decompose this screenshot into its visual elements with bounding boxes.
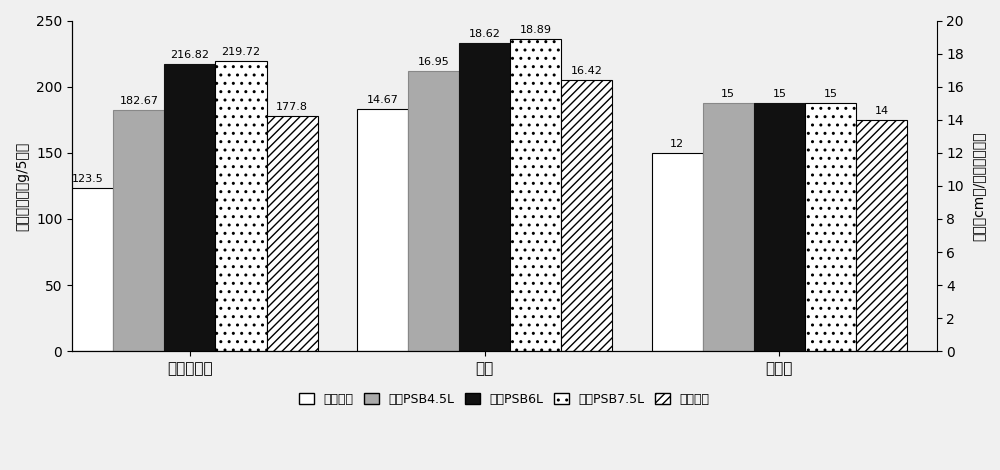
Bar	[652, 153, 703, 351]
Legend: 空白对照, 好氧PSB4.5L, 好氧PSB6L, 好氧PSB7.5L, 好氧出水: 空白对照, 好氧PSB4.5L, 好氧PSB6L, 好氧PSB7.5L, 好氧出…	[294, 388, 715, 411]
Text: 16.95: 16.95	[418, 57, 449, 67]
Text: 14.67: 14.67	[367, 94, 398, 105]
Bar	[703, 103, 754, 351]
Bar	[408, 71, 459, 351]
Bar	[215, 61, 267, 351]
Y-axis label: 地上部鲜重（g/5株）: 地上部鲜重（g/5株）	[15, 141, 29, 230]
Text: 15: 15	[823, 89, 837, 99]
Text: 18.89: 18.89	[520, 25, 552, 35]
Text: 12: 12	[670, 139, 684, 149]
Bar	[267, 116, 318, 351]
Text: 14: 14	[875, 106, 889, 116]
Text: 182.67: 182.67	[119, 95, 158, 106]
Bar	[561, 80, 612, 351]
Text: 16.42: 16.42	[571, 66, 603, 76]
Bar	[805, 103, 856, 351]
Bar	[164, 64, 215, 351]
Bar	[459, 43, 510, 351]
Text: 15: 15	[721, 89, 735, 99]
Bar	[754, 103, 805, 351]
Text: 219.72: 219.72	[221, 47, 261, 56]
Y-axis label: 株高（cm）/叶片数（片）: 株高（cm）/叶片数（片）	[971, 131, 985, 241]
Text: 15: 15	[772, 89, 786, 99]
Bar	[510, 39, 561, 351]
Bar	[357, 109, 408, 351]
Text: 123.5: 123.5	[72, 174, 104, 184]
Bar	[856, 120, 907, 351]
Text: 216.82: 216.82	[170, 50, 209, 61]
Bar	[113, 110, 164, 351]
Text: 18.62: 18.62	[469, 29, 501, 39]
Text: 177.8: 177.8	[276, 102, 308, 112]
Bar	[62, 188, 113, 351]
